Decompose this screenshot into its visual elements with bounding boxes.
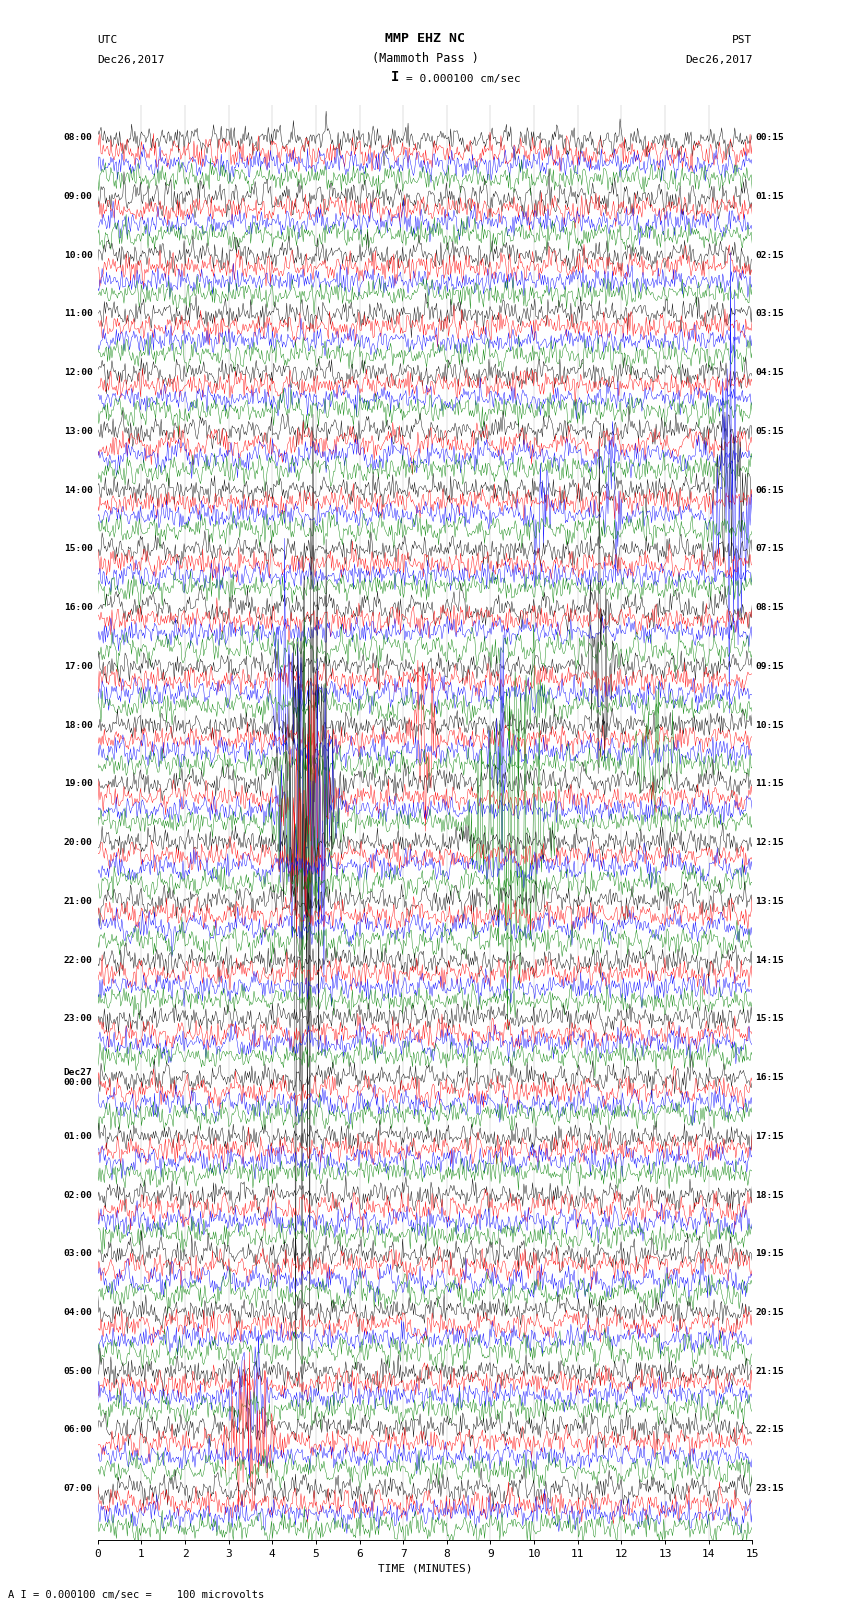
- Text: MMP EHZ NC: MMP EHZ NC: [385, 32, 465, 45]
- Text: 23:00: 23:00: [64, 1015, 93, 1023]
- Text: 17:15: 17:15: [756, 1132, 785, 1140]
- Text: 18:00: 18:00: [64, 721, 93, 729]
- Text: 07:00: 07:00: [64, 1484, 93, 1494]
- Text: 15:15: 15:15: [756, 1015, 785, 1023]
- Text: 15:00: 15:00: [64, 545, 93, 553]
- Text: 19:15: 19:15: [756, 1250, 785, 1258]
- X-axis label: TIME (MINUTES): TIME (MINUTES): [377, 1563, 473, 1574]
- Text: 14:00: 14:00: [64, 486, 93, 495]
- Text: I: I: [391, 69, 399, 84]
- Text: 12:15: 12:15: [756, 839, 785, 847]
- Text: 07:15: 07:15: [756, 545, 785, 553]
- Text: A I = 0.000100 cm/sec =    100 microvolts: A I = 0.000100 cm/sec = 100 microvolts: [8, 1590, 264, 1600]
- Text: (Mammoth Pass ): (Mammoth Pass ): [371, 52, 479, 65]
- Text: 03:00: 03:00: [64, 1250, 93, 1258]
- Text: 10:00: 10:00: [64, 250, 93, 260]
- Text: 06:00: 06:00: [64, 1426, 93, 1434]
- Text: 22:00: 22:00: [64, 955, 93, 965]
- Text: 03:15: 03:15: [756, 310, 785, 318]
- Text: Dec26,2017: Dec26,2017: [98, 55, 165, 65]
- Text: 19:00: 19:00: [64, 779, 93, 789]
- Text: 20:00: 20:00: [64, 839, 93, 847]
- Text: 01:00: 01:00: [64, 1132, 93, 1140]
- Text: 04:00: 04:00: [64, 1308, 93, 1316]
- Text: 17:00: 17:00: [64, 661, 93, 671]
- Text: 00:15: 00:15: [756, 134, 785, 142]
- Text: 16:00: 16:00: [64, 603, 93, 613]
- Text: 20:15: 20:15: [756, 1308, 785, 1316]
- Text: 01:15: 01:15: [756, 192, 785, 202]
- Text: 18:15: 18:15: [756, 1190, 785, 1200]
- Text: 11:00: 11:00: [64, 310, 93, 318]
- Text: 22:15: 22:15: [756, 1426, 785, 1434]
- Text: 08:15: 08:15: [756, 603, 785, 613]
- Text: 21:00: 21:00: [64, 897, 93, 907]
- Text: = 0.000100 cm/sec: = 0.000100 cm/sec: [406, 74, 521, 84]
- Text: 09:00: 09:00: [64, 192, 93, 202]
- Text: 02:00: 02:00: [64, 1190, 93, 1200]
- Text: 12:00: 12:00: [64, 368, 93, 377]
- Text: 06:15: 06:15: [756, 486, 785, 495]
- Text: 08:00: 08:00: [64, 134, 93, 142]
- Text: 02:15: 02:15: [756, 250, 785, 260]
- Text: UTC: UTC: [98, 35, 118, 45]
- Text: Dec26,2017: Dec26,2017: [685, 55, 752, 65]
- Text: PST: PST: [732, 35, 752, 45]
- Text: 10:15: 10:15: [756, 721, 785, 729]
- Text: 13:00: 13:00: [64, 427, 93, 436]
- Text: 09:15: 09:15: [756, 661, 785, 671]
- Text: 21:15: 21:15: [756, 1366, 785, 1376]
- Text: 11:15: 11:15: [756, 779, 785, 789]
- Text: 05:15: 05:15: [756, 427, 785, 436]
- Text: 05:00: 05:00: [64, 1366, 93, 1376]
- Text: 04:15: 04:15: [756, 368, 785, 377]
- Text: 16:15: 16:15: [756, 1073, 785, 1082]
- Text: 23:15: 23:15: [756, 1484, 785, 1494]
- Text: 14:15: 14:15: [756, 955, 785, 965]
- Text: 13:15: 13:15: [756, 897, 785, 907]
- Text: Dec27
00:00: Dec27 00:00: [64, 1068, 93, 1087]
